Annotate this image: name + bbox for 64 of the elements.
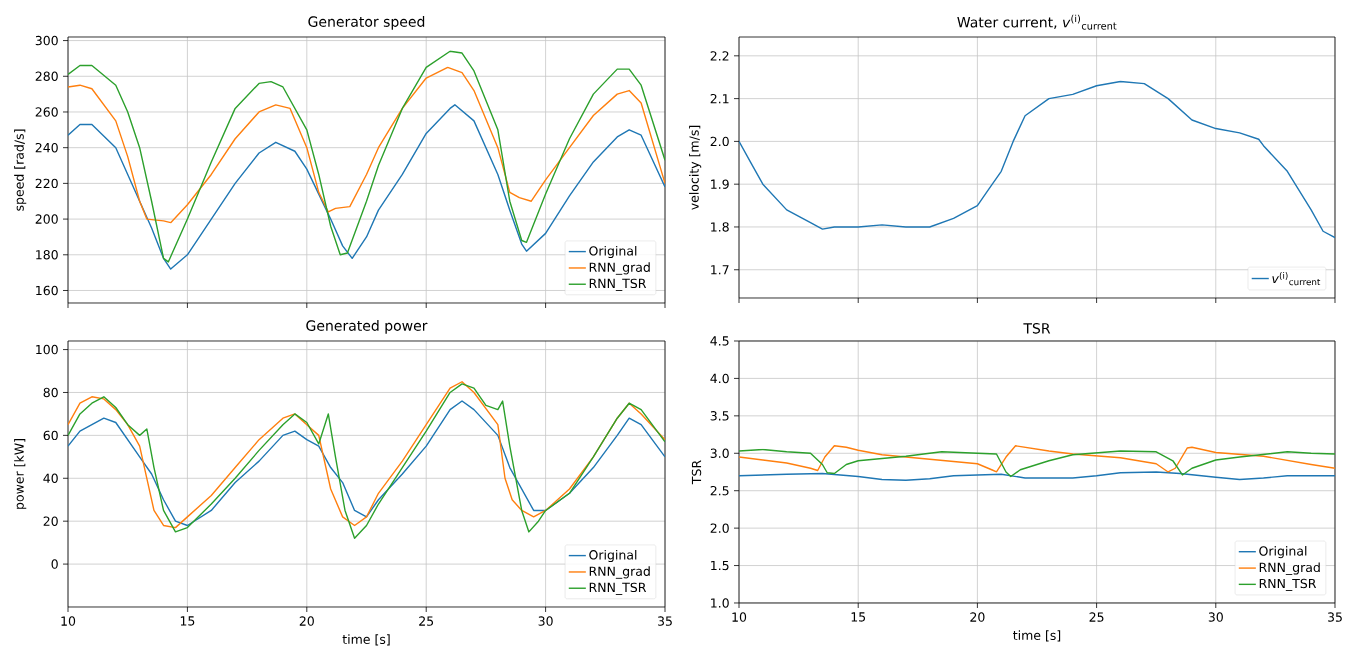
legend-label: RNN_grad xyxy=(589,566,650,579)
y-tick-label: 100 xyxy=(36,344,58,355)
y-axis-title: TSR xyxy=(691,460,702,485)
y-tick-label: 1.9 xyxy=(711,179,729,189)
x-tick-label: 20 xyxy=(970,612,985,622)
y-tick-label: 220 xyxy=(35,178,58,189)
y-tick-label: 4.0 xyxy=(710,373,729,384)
x-tick-label: 35 xyxy=(1328,612,1342,622)
x-tick-label: 30 xyxy=(538,616,553,626)
x-axis-title: time [s] xyxy=(342,634,390,646)
y-axis-title: speed [rad/s] xyxy=(14,129,27,211)
y-axis-title: velocity [m/s] xyxy=(689,125,702,210)
chart-title: Water current, v$^{(i)}$current xyxy=(957,14,1117,30)
y-tick-label: 180 xyxy=(36,250,58,260)
y-tick-label: 80 xyxy=(43,387,58,398)
y-tick-label: 1.0 xyxy=(711,598,729,608)
y-tick-label: 1.8 xyxy=(711,222,729,232)
line-series xyxy=(68,50,665,263)
x-tick-label: 20 xyxy=(299,616,314,626)
y-tick-label: 1.5 xyxy=(711,560,729,571)
line-series xyxy=(739,471,1335,481)
y-axis-title: power [kW] xyxy=(14,439,27,509)
x-tick-label: 25 xyxy=(419,616,434,626)
legend-label: v$^{(i)}$current xyxy=(1272,272,1321,286)
legend-label: Original xyxy=(589,549,637,563)
y-tick-label: 0 xyxy=(51,559,58,569)
chart-title: Generated power xyxy=(306,320,428,334)
chart-title: TSR xyxy=(1023,323,1051,334)
y-tick-label: 4.5 xyxy=(710,336,729,346)
legend-label: Original xyxy=(1259,546,1307,559)
legend-label: RNN_TSR xyxy=(589,278,647,291)
x-tick-label: 30 xyxy=(1208,612,1223,622)
legend-label: RNN_TSR xyxy=(1259,578,1317,591)
y-tick-label: 3.5 xyxy=(710,411,729,421)
legend-label: RNN_grad xyxy=(1259,562,1320,575)
x-tick-label: 10 xyxy=(61,616,76,626)
legend-label: RNN_TSR xyxy=(589,582,647,595)
y-tick-label: 200 xyxy=(35,214,58,224)
line-series xyxy=(68,66,665,224)
legend-label: RNN_grad xyxy=(589,262,650,275)
legend-label: Original xyxy=(589,245,637,259)
y-tick-label: 60 xyxy=(43,430,58,441)
y-tick-label: 240 xyxy=(35,142,58,153)
x-tick-label: 35 xyxy=(658,616,672,626)
y-tick-label: 2.0 xyxy=(710,136,729,147)
chart-title: Generator speed xyxy=(308,16,425,30)
y-tick-label: 2.2 xyxy=(710,51,729,61)
y-tick-label: 280 xyxy=(35,71,58,81)
line-series xyxy=(739,80,1335,239)
y-tick-label: 160 xyxy=(36,285,58,296)
y-tick-label: 300 xyxy=(35,35,58,46)
x-tick-label: 25 xyxy=(1089,612,1104,622)
y-tick-label: 40 xyxy=(43,473,58,483)
y-tick-label: 260 xyxy=(35,107,58,117)
y-tick-label: 2.1 xyxy=(710,93,729,104)
y-tick-label: 20 xyxy=(43,516,58,526)
y-tick-label: 3.0 xyxy=(710,448,729,458)
x-tick-label: 10 xyxy=(732,612,747,622)
x-tick-label: 15 xyxy=(180,616,195,626)
y-tick-label: 1.7 xyxy=(711,265,729,275)
x-axis-title: time [s] xyxy=(1013,630,1061,642)
y-tick-label: 2.0 xyxy=(710,523,729,533)
y-tick-label: 2.5 xyxy=(710,485,729,496)
x-tick-label: 15 xyxy=(851,612,866,622)
